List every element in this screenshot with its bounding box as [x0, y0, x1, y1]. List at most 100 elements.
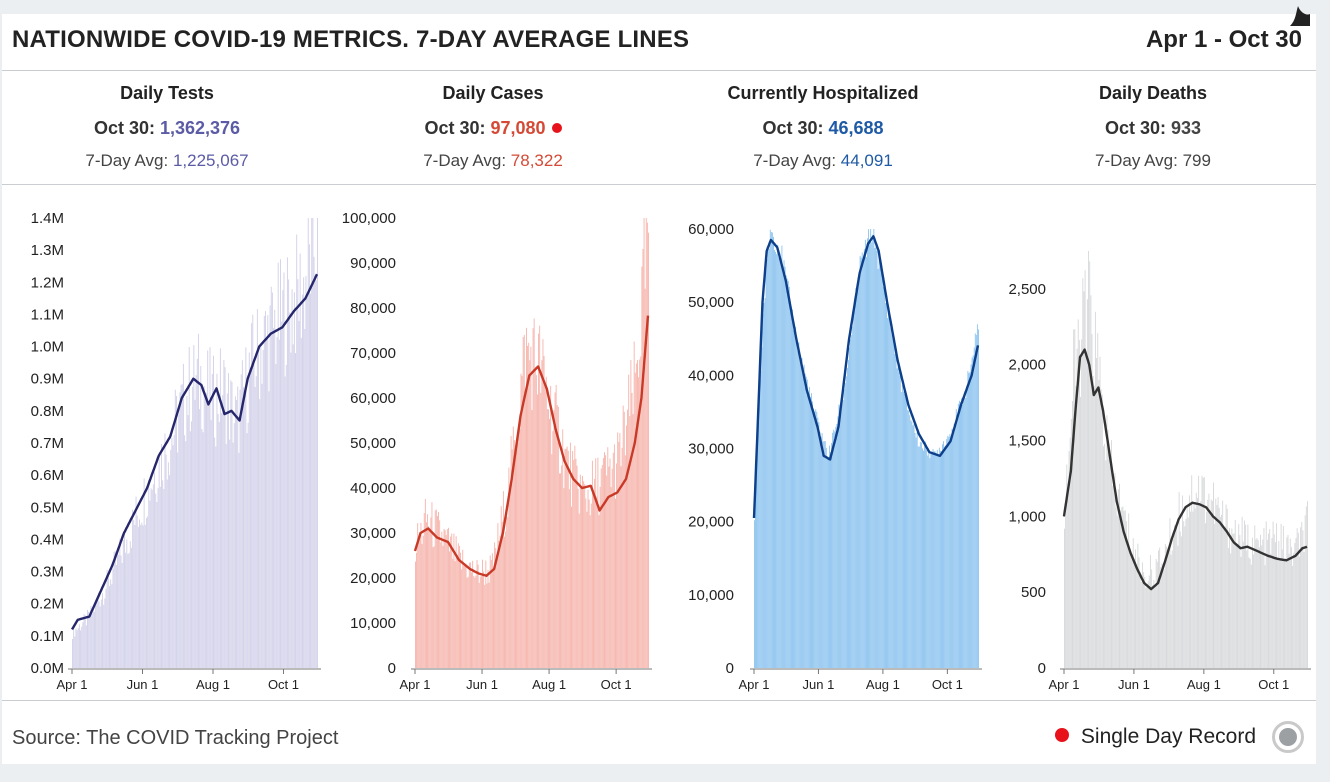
bar	[853, 308, 855, 668]
bar	[427, 514, 429, 668]
bar	[126, 539, 128, 668]
bar	[604, 452, 605, 668]
bar	[635, 363, 637, 668]
bar	[301, 294, 303, 668]
bar	[292, 344, 294, 668]
bar	[141, 522, 143, 668]
bar	[239, 389, 241, 668]
bar	[1251, 537, 1253, 668]
bar	[889, 314, 891, 668]
bar	[577, 488, 579, 668]
bar	[627, 409, 629, 668]
bar	[951, 428, 953, 668]
bar	[249, 367, 251, 668]
bar	[1221, 514, 1223, 668]
bar	[490, 560, 492, 668]
bar	[549, 419, 551, 668]
bar	[1138, 557, 1140, 668]
bar	[860, 257, 862, 668]
chart-1: 0.0M 0.1M 0.2M 0.3M 0.4M 0.5M 0.6M 0.7M 0.8M 0.9M…	[31, 210, 321, 692]
bar	[1249, 558, 1251, 668]
bar	[424, 498, 426, 668]
metric-today-value: 97,080	[490, 118, 546, 138]
bar	[1068, 451, 1070, 668]
bar	[1108, 454, 1110, 668]
bar	[499, 535, 501, 668]
bar	[780, 259, 782, 668]
bar	[843, 389, 845, 668]
y-tick-label: 0.1M	[31, 628, 64, 645]
bar	[923, 450, 924, 668]
bar	[147, 516, 149, 668]
bar	[193, 345, 195, 668]
y-tick-label: 20,000	[350, 570, 396, 587]
bar	[229, 439, 231, 668]
bar	[444, 530, 446, 668]
bar	[949, 433, 951, 668]
bar	[1130, 556, 1132, 668]
bar	[926, 450, 928, 668]
bar	[467, 576, 469, 668]
bar	[569, 442, 571, 668]
bar	[811, 393, 812, 668]
bar	[285, 364, 287, 668]
bar	[248, 352, 250, 668]
bar	[863, 248, 865, 669]
bar	[280, 259, 281, 668]
bar	[810, 396, 811, 668]
bar	[882, 287, 884, 668]
bar	[500, 506, 502, 668]
bar	[952, 431, 954, 668]
bar	[852, 326, 854, 668]
bar	[768, 248, 770, 668]
bar	[777, 244, 779, 668]
bar	[571, 506, 572, 668]
bar	[454, 561, 456, 668]
bar	[127, 554, 129, 668]
bar	[793, 329, 794, 668]
bar	[850, 339, 852, 668]
bar	[800, 358, 802, 668]
y-tick-label: 0	[726, 660, 734, 677]
bar	[144, 524, 146, 668]
bar	[1257, 540, 1259, 668]
bar	[487, 569, 489, 668]
bar	[520, 373, 522, 668]
bar	[1175, 526, 1177, 668]
bar	[197, 333, 199, 668]
metric-avg-prefix: 7-Day Avg:	[1095, 151, 1183, 170]
bar	[1122, 506, 1124, 668]
y-tick-label: 10,000	[688, 587, 734, 604]
bar	[589, 515, 591, 668]
bar	[181, 384, 183, 668]
bar	[869, 239, 871, 668]
bar	[916, 432, 918, 668]
bar	[232, 442, 234, 668]
bar	[430, 517, 432, 668]
bar	[76, 630, 78, 668]
bar	[927, 455, 929, 668]
bar	[597, 457, 599, 668]
bar	[458, 545, 460, 668]
bar	[536, 394, 538, 668]
bar	[962, 404, 964, 668]
bar	[237, 386, 239, 668]
source-text: Source: The COVID Tracking Project	[12, 727, 339, 749]
bar	[122, 540, 124, 668]
bar	[1127, 544, 1129, 668]
bar	[585, 498, 587, 668]
bar	[262, 349, 264, 668]
bar	[1204, 523, 1206, 668]
bar	[483, 571, 485, 668]
bar	[196, 358, 198, 668]
bar	[488, 582, 490, 668]
bar	[532, 328, 534, 668]
bar	[611, 468, 613, 668]
bar	[1124, 510, 1126, 668]
bar	[648, 232, 649, 668]
bar	[608, 466, 610, 668]
bar	[98, 601, 100, 668]
bar	[978, 329, 979, 668]
bar	[600, 468, 602, 668]
twitter-icon[interactable]	[1270, 6, 1310, 26]
